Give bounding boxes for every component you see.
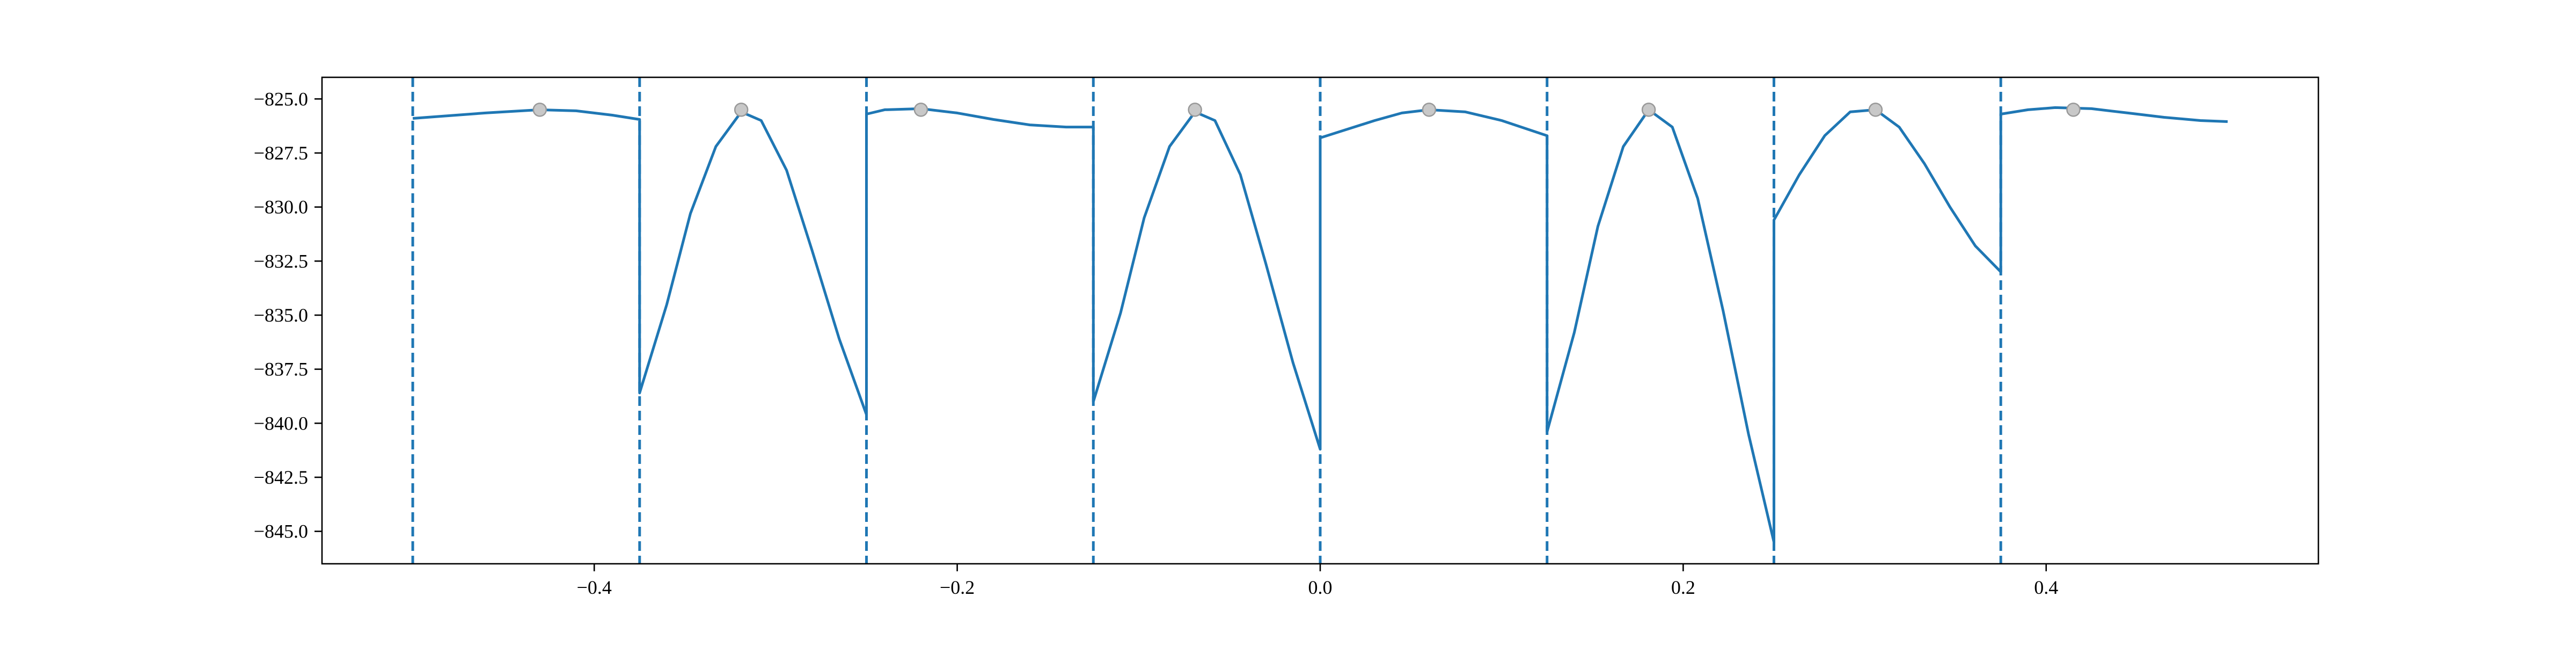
maximum-marker (532, 103, 547, 117)
x-axis: −0.4 −0.2 0.0 0.2 0.4 (577, 564, 2058, 598)
y-tick-label: −825.0 (254, 88, 308, 110)
y-tick-label: −840.0 (254, 412, 308, 434)
maximum-marker (1868, 103, 1883, 117)
y-tick-label: −832.5 (254, 250, 308, 272)
maximum-marker (734, 103, 749, 117)
y-tick-label: −830.0 (254, 197, 308, 218)
y-tick-label: −827.5 (254, 142, 308, 164)
y-axis: −825.0 −827.5 −830.0 −832.5 −835.0 −837.5 −840… (254, 88, 322, 542)
x-tick-label: −0.4 (577, 577, 612, 598)
x-tick-label: 0.2 (1671, 577, 1695, 598)
maximum-marker (2066, 103, 2081, 117)
y-tick-label: −837.5 (254, 359, 308, 380)
maximum-marker (913, 103, 928, 117)
x-tick-label: 0.0 (1308, 577, 1333, 598)
maximum-marker (1641, 103, 1656, 117)
y-tick-label: −835.0 (254, 304, 308, 326)
maxima-markers (532, 103, 2081, 117)
y-tick-label: −845.0 (254, 521, 308, 542)
data-series (412, 106, 2228, 544)
maximum-marker (1188, 103, 1202, 117)
y-tick-label: −842.5 (254, 467, 308, 488)
series-line-curve (412, 106, 2228, 544)
x-tick-label: −0.2 (940, 577, 975, 598)
maximum-marker (1422, 103, 1437, 117)
x-tick-label: 0.4 (2034, 577, 2058, 598)
